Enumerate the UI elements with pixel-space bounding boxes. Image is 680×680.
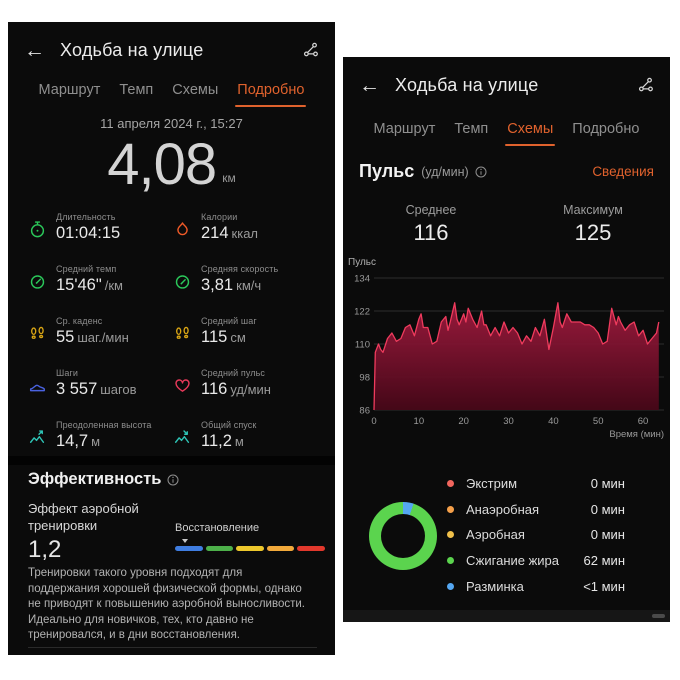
svg-text:122: 122 [354, 307, 370, 318]
right-phone-screenshot: ← Ходьба на улице Маршрут Темп Схемы Под… [343, 57, 670, 622]
stat-avg-step: Средний шаг 115 см [173, 312, 329, 364]
svg-text:Пульс: Пульс [348, 257, 376, 268]
descent-icon [174, 430, 190, 443]
legend-row-fat-burn: Сжигание жира 62 мин [447, 548, 625, 574]
tab-charts[interactable]: Схемы [172, 82, 219, 98]
effectiveness-header: Эффективность [28, 470, 179, 489]
effectiveness-description: Тренировки такого уровня подходят для по… [28, 567, 305, 641]
legend-row-anaerobic: Анаэробная 0 мин [447, 497, 625, 523]
legend-row-warmup: Разминка <1 мин [447, 573, 625, 599]
heart-icon [175, 379, 190, 392]
info-icon[interactable] [475, 166, 487, 178]
stat-cadence: Ср. каденс 55 шаг./мин [28, 312, 173, 364]
zone-dot-icon [447, 582, 454, 590]
legend-row-extreme: Экстрим 0 мин [447, 471, 625, 497]
stat-avg-pace: Средний темп 15'46"/км [28, 260, 173, 312]
share-icon[interactable] [637, 76, 656, 95]
bottom-bar [343, 610, 670, 622]
stats-grid: Длительность 01:04:15 Калории 214 ккал Ср… [28, 208, 329, 468]
ascent-icon [29, 430, 45, 443]
section-separator [8, 456, 335, 465]
left-header: ← Ходьба на улице [24, 34, 321, 66]
left-phone-screenshot: ← Ходьба на улице Маршрут Темп Схемы Под… [8, 22, 335, 655]
right-header: ← Ходьба на улице [359, 69, 656, 101]
calories-icon [177, 222, 188, 236]
average-label: Среднее [405, 203, 457, 217]
pulse-unit: (уд/мин) [421, 164, 469, 179]
aerobic-effect-label: Эффект аэробной тренировки [28, 501, 139, 533]
svg-text:50: 50 [593, 416, 604, 427]
tab-details[interactable]: Подробно [235, 82, 307, 107]
zone-dot-icon [447, 505, 454, 513]
back-arrow-icon[interactable]: ← [359, 73, 380, 97]
zone-dot-icon [447, 531, 454, 539]
footprints-icon [31, 326, 44, 339]
svg-text:98: 98 [359, 373, 370, 384]
maximum-value: 125 [574, 220, 612, 245]
svg-text:0: 0 [371, 416, 376, 427]
share-icon[interactable] [302, 41, 321, 60]
speed-gauge-icon [175, 275, 190, 289]
recovery-color-bar [175, 546, 325, 551]
svg-text:Время (мин): Время (мин) [609, 429, 664, 440]
stopwatch-icon [30, 221, 45, 238]
tab-charts[interactable]: Схемы [505, 121, 556, 146]
average-pulse-block: Среднее 116 [361, 203, 501, 246]
stat-avg-speed: Средняя скорость 3,81 км/ч [173, 260, 329, 312]
effectiveness-title: Эффективность [28, 470, 162, 488]
tab-route[interactable]: Маршрут [38, 82, 101, 98]
info-icon[interactable] [167, 474, 179, 486]
svg-text:40: 40 [548, 416, 559, 427]
svg-text:86: 86 [359, 406, 370, 417]
tab-route[interactable]: Маршрут [373, 121, 436, 137]
pulse-title: Пульс [359, 161, 415, 181]
tab-tempo[interactable]: Темп [119, 82, 154, 98]
aerobic-effect-value: 1,2 [28, 536, 62, 563]
details-link[interactable]: Сведения [592, 164, 654, 179]
page-title: Ходьба на улице [395, 74, 539, 95]
recovery-marker-icon [182, 539, 188, 543]
footprints-icon [176, 326, 189, 339]
zone-dot-icon [447, 557, 454, 565]
pace-gauge-icon [30, 275, 45, 289]
svg-text:110: 110 [355, 340, 370, 351]
tab-tempo[interactable]: Темп [454, 121, 489, 137]
svg-text:134: 134 [354, 274, 370, 285]
maximum-pulse-block: Максимум 125 [523, 203, 663, 246]
distance-unit: км [222, 171, 236, 185]
recovery-label: Восстановление [175, 522, 260, 534]
distance-value: 4,08 [107, 132, 217, 197]
legend-row-aerobic: Аэробная 0 мин [447, 522, 625, 548]
average-value: 116 [413, 220, 449, 245]
tab-details[interactable]: Подробно [572, 121, 640, 137]
left-tab-bar: Маршрут Темп Схемы Подробно [8, 82, 335, 107]
back-arrow-icon[interactable]: ← [24, 38, 45, 62]
stat-elevation-gain: Преодоленная высота 14,7 м [28, 416, 173, 468]
bottom-divider [28, 647, 317, 648]
stat-duration: Длительность 01:04:15 [28, 208, 173, 260]
shoe-icon [29, 384, 45, 392]
hr-zones-legend: Экстрим 0 мин Анаэробная 0 мин Аэробная … [447, 471, 625, 599]
maximum-label: Максимум [563, 203, 623, 217]
stat-total-descent: Общий спуск 11,2 м [173, 416, 329, 468]
stat-avg-heart-rate: Средний пульс 116 уд/мин [173, 364, 329, 416]
hr-zones-donut [369, 502, 437, 570]
scrollbar-handle[interactable] [652, 614, 665, 618]
recovery-scale: Восстановление [175, 522, 325, 551]
distance-display: 4,08 км [8, 134, 335, 196]
stat-steps: Шаги 3 557 шагов [28, 364, 173, 416]
stat-calories: Калории 214 ккал [173, 208, 329, 260]
svg-text:20: 20 [458, 416, 469, 427]
svg-text:30: 30 [503, 416, 514, 427]
right-tab-bar: Маршрут Темп Схемы Подробно [343, 121, 670, 146]
workout-datetime: 11 апреля 2024 г., 15:27 [100, 116, 243, 131]
svg-text:10: 10 [414, 416, 425, 427]
pulse-section-header: Пульс (уд/мин) Сведения [359, 161, 654, 182]
svg-text:60: 60 [638, 416, 649, 427]
page-title: Ходьба на улице [60, 39, 204, 60]
zone-dot-icon [447, 480, 454, 488]
heart-rate-chart: 134 122 110 98 860 10 20 30 40 50 60 Время (мин) Пул… [348, 257, 664, 440]
